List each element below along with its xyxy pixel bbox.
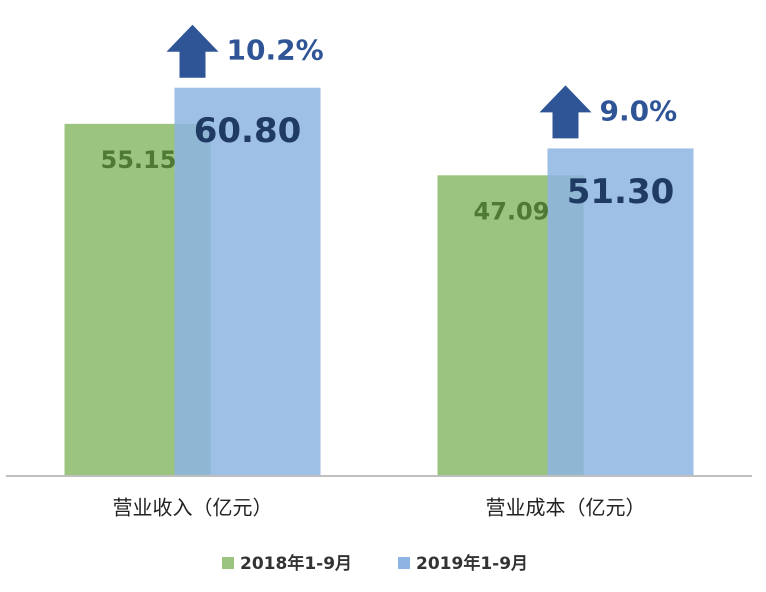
value-label: 60.80 — [194, 111, 302, 151]
annotation: 10.2% — [227, 34, 324, 67]
legend-label: 2019年1-9月 — [416, 553, 528, 574]
bar — [174, 87, 321, 477]
up-arrow — [166, 24, 219, 78]
legend-label: 2018年1-9月 — [240, 553, 352, 574]
up-arrow — [539, 85, 592, 139]
value-label: 55.15 — [101, 146, 177, 174]
x-tick-label: 营业收入（亿元） — [113, 496, 273, 520]
legend-swatch — [222, 557, 234, 569]
value-label: 51.30 — [567, 172, 675, 212]
annotation: 9.0% — [600, 94, 678, 127]
x-tick-label: 营业成本（亿元） — [486, 496, 646, 520]
bar — [547, 148, 694, 477]
legend-swatch — [398, 557, 410, 569]
value-label: 47.09 — [474, 197, 550, 225]
